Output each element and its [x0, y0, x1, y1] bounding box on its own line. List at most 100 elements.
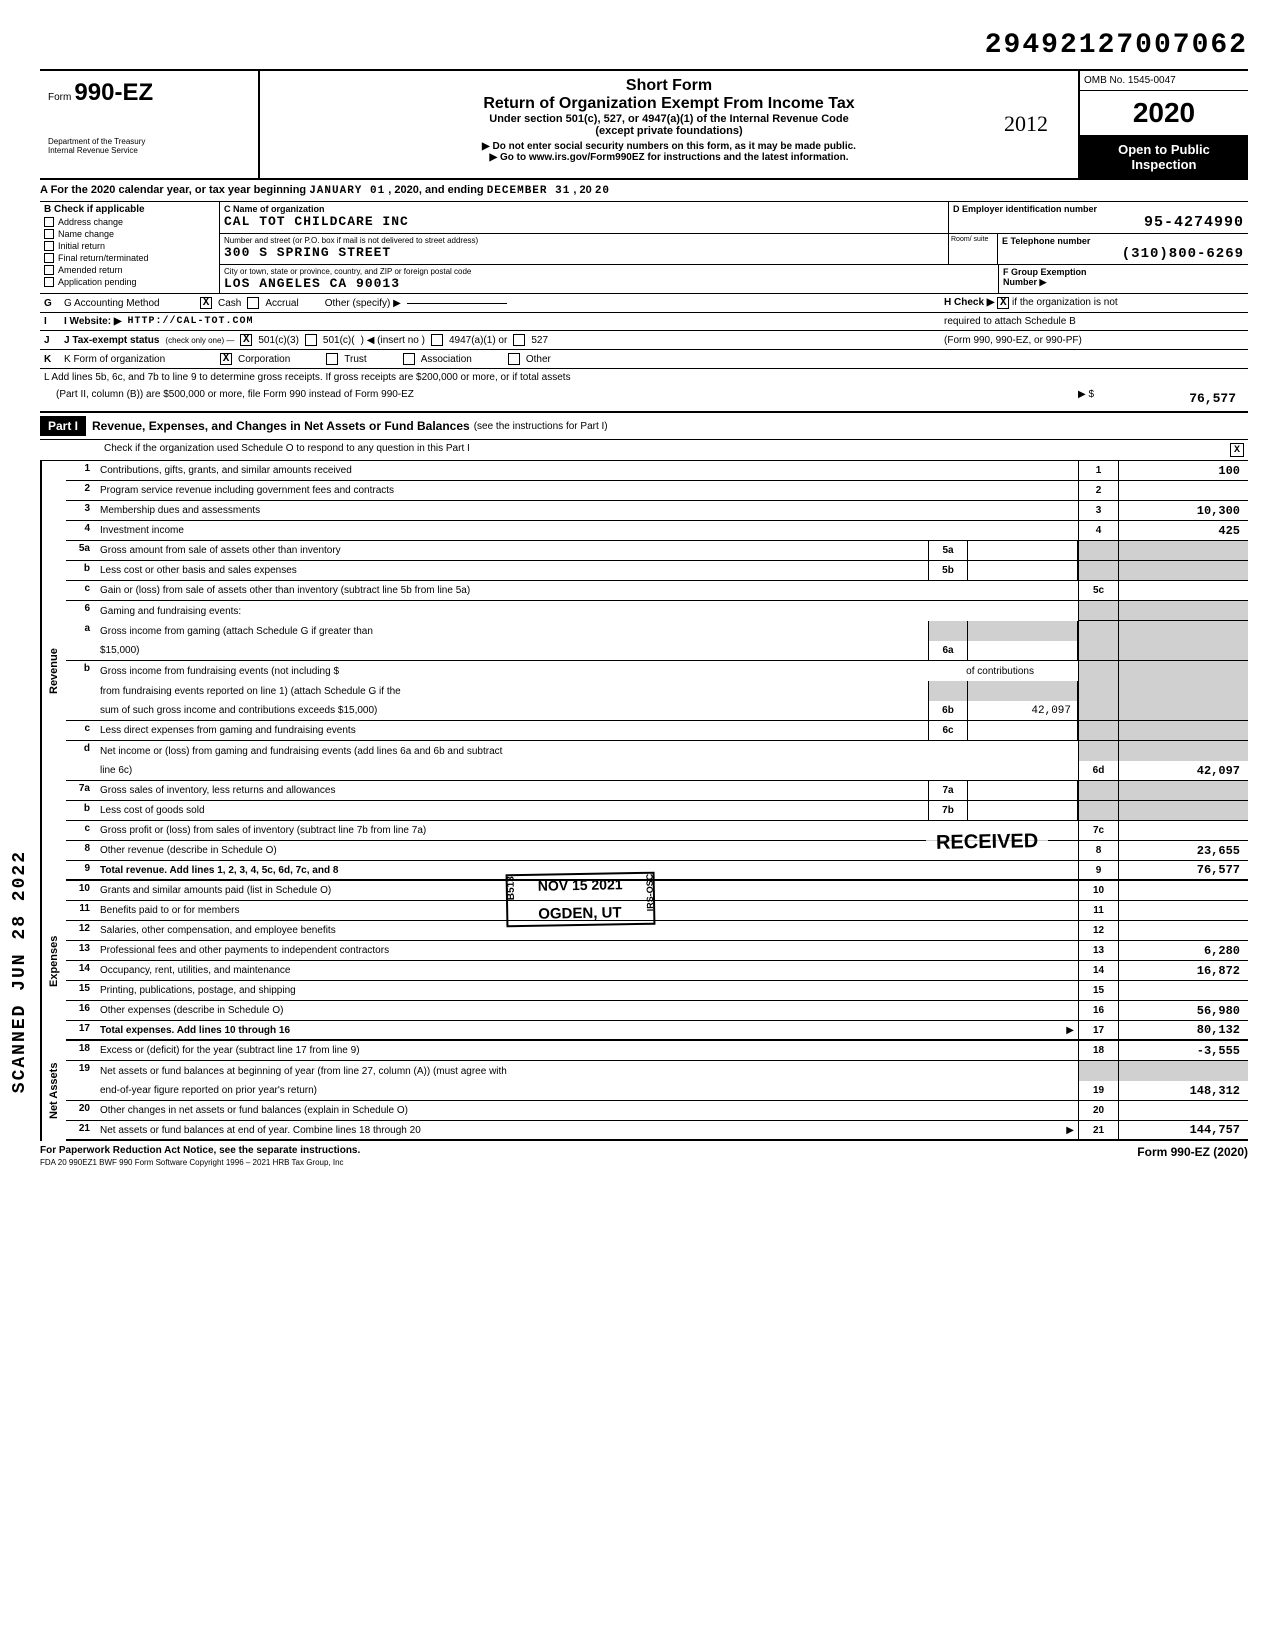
val-6a-e2 [1118, 641, 1248, 660]
h-label: H Check ▶ [944, 297, 994, 308]
chk-initial[interactable] [44, 241, 54, 251]
chk-corp[interactable]: X [220, 353, 232, 365]
lbl-other-k: Other [526, 354, 551, 365]
chk-501c[interactable] [305, 334, 317, 346]
section-bc: B Check if applicable Address change Nam… [40, 202, 1248, 294]
desc-5a: Gross amount from sale of assets other t… [96, 541, 928, 560]
date-stamp: B513 NOV 15 2021 IRS-OSC OGDEN, UT [506, 872, 656, 928]
chk-cash[interactable]: X [200, 297, 212, 309]
lbl-527: 527 [531, 335, 548, 346]
line-5c: c Gain or (loss) from sale of assets oth… [66, 581, 1248, 601]
lbl-address: Address change [58, 217, 123, 227]
chk-501c3[interactable]: X [240, 334, 252, 346]
revenue-label: Revenue [40, 461, 66, 881]
mval-5b [968, 561, 1078, 580]
box-12: 12 [1078, 921, 1118, 940]
box-6d: 6d [1078, 761, 1118, 780]
box-7b-e [1078, 801, 1118, 820]
box-7c: 7c [1078, 821, 1118, 840]
d-label: D Employer identification number [953, 204, 1244, 214]
desc-21-t: Net assets or fund balances at end of ye… [100, 1125, 421, 1136]
box-6 [1078, 601, 1118, 621]
expenses-label: Expenses [40, 881, 66, 1041]
lbl-501c-b: ) ◀ (insert no ) [361, 335, 425, 346]
val-18: -3,555 [1118, 1041, 1248, 1060]
netassets-lines: 18 Excess or (deficit) for the year (sub… [66, 1041, 1248, 1141]
lbl-501c: 501(c)( [323, 335, 355, 346]
val-6b-e [1118, 661, 1248, 681]
lbl-pending: Application pending [58, 277, 137, 287]
c-label: C Name of organization [224, 204, 944, 214]
chk-pending[interactable] [44, 277, 54, 287]
num-12: 12 [66, 921, 96, 940]
line-12: 12 Salaries, other compensation, and emp… [66, 921, 1248, 941]
chk-name[interactable] [44, 229, 54, 239]
chk-4947[interactable] [431, 334, 443, 346]
h-text: if the organization is not [1012, 297, 1118, 308]
line-15: 15 Printing, publications, postage, and … [66, 981, 1248, 1001]
arrow-17: ▶ [1066, 1025, 1074, 1036]
col-b-checks: B Check if applicable Address change Nam… [40, 202, 220, 293]
desc-5c: Gain or (loss) from sale of assets other… [96, 581, 1078, 600]
num-14: 14 [66, 961, 96, 980]
line-6b2: from fundraising events reported on line… [66, 681, 1248, 701]
chk-address[interactable] [44, 217, 54, 227]
val-14: 16,872 [1118, 961, 1248, 980]
line-6a2: $15,000) 6a [66, 641, 1248, 661]
mbox-6b-s [928, 681, 968, 701]
num-11: 11 [66, 901, 96, 920]
desc-6a: Gross income from gaming (attach Schedul… [96, 621, 928, 641]
val-20 [1118, 1101, 1248, 1120]
g-label: G [44, 298, 58, 309]
val-5a-end [1118, 541, 1248, 560]
top-document-number: 29492127007062 [40, 30, 1248, 61]
chk-accrual[interactable] [247, 297, 259, 309]
line-7a: 7a Gross sales of inventory, less return… [66, 781, 1248, 801]
h-block2: required to attach Schedule B [944, 316, 1244, 327]
lbl-amended: Amended return [58, 265, 123, 275]
form-number: 990-EZ [74, 79, 153, 106]
chk-amended[interactable] [44, 265, 54, 275]
box-3: 3 [1078, 501, 1118, 520]
line-10: 10 Grants and similar amounts paid (list… [66, 881, 1248, 901]
chk-final[interactable] [44, 253, 54, 263]
chk-assoc[interactable] [403, 353, 415, 365]
lbl-name: Name change [58, 229, 114, 239]
desc-15: Printing, publications, postage, and shi… [96, 981, 1078, 1000]
ogden: OGDEN, UT [538, 904, 623, 922]
line-6: 6 Gaming and fundraising events: [66, 601, 1248, 621]
val-9: 76,577 [1118, 861, 1248, 879]
lbl-trust: Trust [344, 354, 366, 365]
street-block: Number and street (or P.O. box if mail i… [220, 234, 948, 264]
j-text: J Tax-exempt status [64, 335, 159, 346]
lbl-501c3: 501(c)(3) [258, 335, 299, 346]
line-11: 11 Benefits paid to or for members 11 [66, 901, 1248, 921]
line-18: 18 Excess or (deficit) for the year (sub… [66, 1041, 1248, 1061]
desc-21: Net assets or fund balances at end of ye… [96, 1121, 1078, 1139]
box-2: 2 [1078, 481, 1118, 500]
num-6c: c [66, 721, 96, 740]
desc-6b-t: Gross income from fundraising events (no… [100, 666, 339, 677]
return-title: Return of Organization Exempt From Incom… [270, 95, 1068, 113]
mval-7b [968, 801, 1078, 820]
chk-other-k[interactable] [508, 353, 520, 365]
row-a-end: DECEMBER 31 [487, 185, 571, 197]
box-7a-e [1078, 781, 1118, 800]
desc-6: Gaming and fundraising events: [96, 601, 1078, 621]
part1-title: Revenue, Expenses, and Changes in Net As… [92, 419, 470, 433]
num-8: 8 [66, 841, 96, 860]
desc-6b: Gross income from fundraising events (no… [96, 661, 1078, 681]
lbl-assoc: Association [421, 354, 472, 365]
chk-trust[interactable] [326, 353, 338, 365]
netassets-section: Net Assets 18 Excess or (deficit) for th… [40, 1041, 1248, 1141]
chk-h[interactable]: X [997, 297, 1009, 309]
num-6d2 [66, 761, 96, 780]
val-5c [1118, 581, 1248, 600]
part1-checkbox[interactable]: X [1230, 443, 1244, 457]
netassets-label: Net Assets [40, 1041, 66, 1141]
lbl-4947: 4947(a)(1) or [449, 335, 507, 346]
open-public-1: Open to Public [1086, 142, 1242, 157]
city-block: City or town, state or province, country… [220, 265, 998, 293]
box-13: 13 [1078, 941, 1118, 960]
chk-527[interactable] [513, 334, 525, 346]
